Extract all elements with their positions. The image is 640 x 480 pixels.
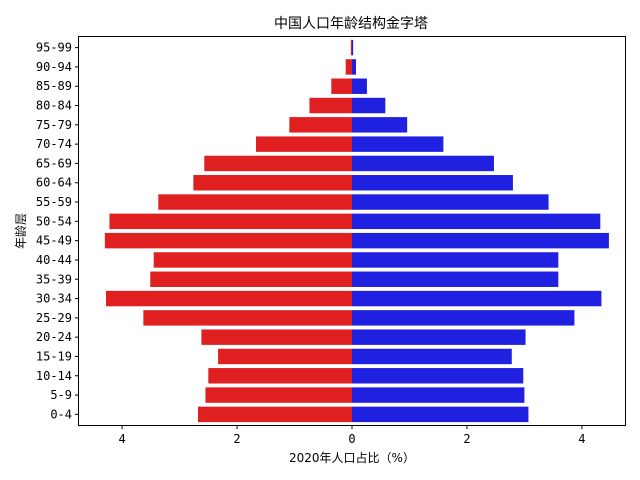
bar-left-95-99 <box>350 39 352 56</box>
bar-right-55-59 <box>352 194 549 210</box>
bar-left-60-64 <box>193 175 352 191</box>
bar-left-20-24 <box>201 329 352 345</box>
y-tick-label: 20-24 <box>36 330 72 344</box>
x-axis-label: 2020年人口占比（%） <box>289 450 415 465</box>
y-axis-label: 年龄层 <box>14 213 28 249</box>
y-tick-label: 15-19 <box>36 349 72 363</box>
bar-left-70-74 <box>256 136 352 152</box>
bar-right-30-34 <box>352 290 602 307</box>
bar-right-85-89 <box>352 78 367 94</box>
y-tick-label: 70-74 <box>36 137 72 151</box>
bar-right-40-44 <box>352 252 559 268</box>
bar-right-5-9 <box>352 387 525 403</box>
bar-left-80-84 <box>309 97 352 114</box>
bar-left-25-29 <box>143 310 352 326</box>
y-tick-label: 30-34 <box>36 292 72 306</box>
bar-left-0-4 <box>197 406 352 423</box>
bar-left-50-54 <box>109 213 352 230</box>
bar-right-10-14 <box>352 368 524 384</box>
y-tick-label: 0-4 <box>50 407 72 421</box>
bar-left-15-19 <box>218 348 352 365</box>
y-tick-label: 40-44 <box>36 253 72 267</box>
y-tick-label: 60-64 <box>36 176 72 190</box>
bar-right-80-84 <box>352 97 386 114</box>
x-tick-label: 4 <box>118 432 125 446</box>
y-tick-label: 45-49 <box>36 234 72 248</box>
bar-right-0-4 <box>352 406 529 423</box>
bar-right-50-54 <box>352 213 601 230</box>
bar-left-90-94 <box>345 59 352 75</box>
bar-right-90-94 <box>352 59 357 75</box>
bar-left-75-79 <box>289 117 352 133</box>
bar-left-30-34 <box>106 290 352 307</box>
bar-left-10-14 <box>208 368 352 384</box>
bar-left-5-9 <box>205 387 352 403</box>
bar-right-95-99 <box>352 39 354 56</box>
bar-right-60-64 <box>352 175 513 191</box>
x-axis-ticks: 4 2 0 2 4 <box>118 425 586 446</box>
y-tick-label: 65-69 <box>36 156 72 170</box>
y-tick-label: 75-79 <box>36 118 72 132</box>
y-axis-ticks: 0-4 5-9 10-14 15-19 20-24 25-29 30-34 35-39 40-4… <box>36 41 79 421</box>
x-tick-label: 0 <box>348 432 355 446</box>
plot-frame <box>78 36 626 426</box>
bar-right-70-74 <box>352 136 444 152</box>
y-tick-label: 50-54 <box>36 214 72 228</box>
y-tick-label: 90-94 <box>36 60 72 74</box>
bar-left-40-44 <box>153 252 352 268</box>
bar-right-20-24 <box>352 329 526 345</box>
chart-title: 中国人口年龄结构金字塔 <box>274 16 428 32</box>
y-tick-label: 10-14 <box>36 369 72 383</box>
bar-left-85-89 <box>331 78 352 94</box>
bars-group <box>104 39 609 423</box>
bar-right-45-49 <box>352 232 609 249</box>
bar-right-25-29 <box>352 310 575 326</box>
bar-right-15-19 <box>352 348 512 365</box>
y-tick-label: 25-29 <box>36 311 72 325</box>
x-tick-label: 4 <box>578 432 585 446</box>
bar-left-45-49 <box>104 232 352 249</box>
bar-left-65-69 <box>204 155 352 172</box>
x-tick-label: 2 <box>463 432 470 446</box>
y-tick-label: 35-39 <box>36 272 72 286</box>
bar-left-55-59 <box>158 194 352 210</box>
bar-right-75-79 <box>352 117 408 133</box>
bar-left-35-39 <box>150 271 352 287</box>
bar-right-35-39 <box>352 271 559 287</box>
y-tick-label: 80-84 <box>36 99 72 113</box>
x-tick-label: 2 <box>233 432 240 446</box>
y-tick-label: 85-89 <box>36 79 72 93</box>
y-tick-label: 95-99 <box>36 41 72 55</box>
y-tick-label: 5-9 <box>50 388 72 402</box>
bar-right-65-69 <box>352 155 494 172</box>
y-tick-label: 55-59 <box>36 195 72 209</box>
